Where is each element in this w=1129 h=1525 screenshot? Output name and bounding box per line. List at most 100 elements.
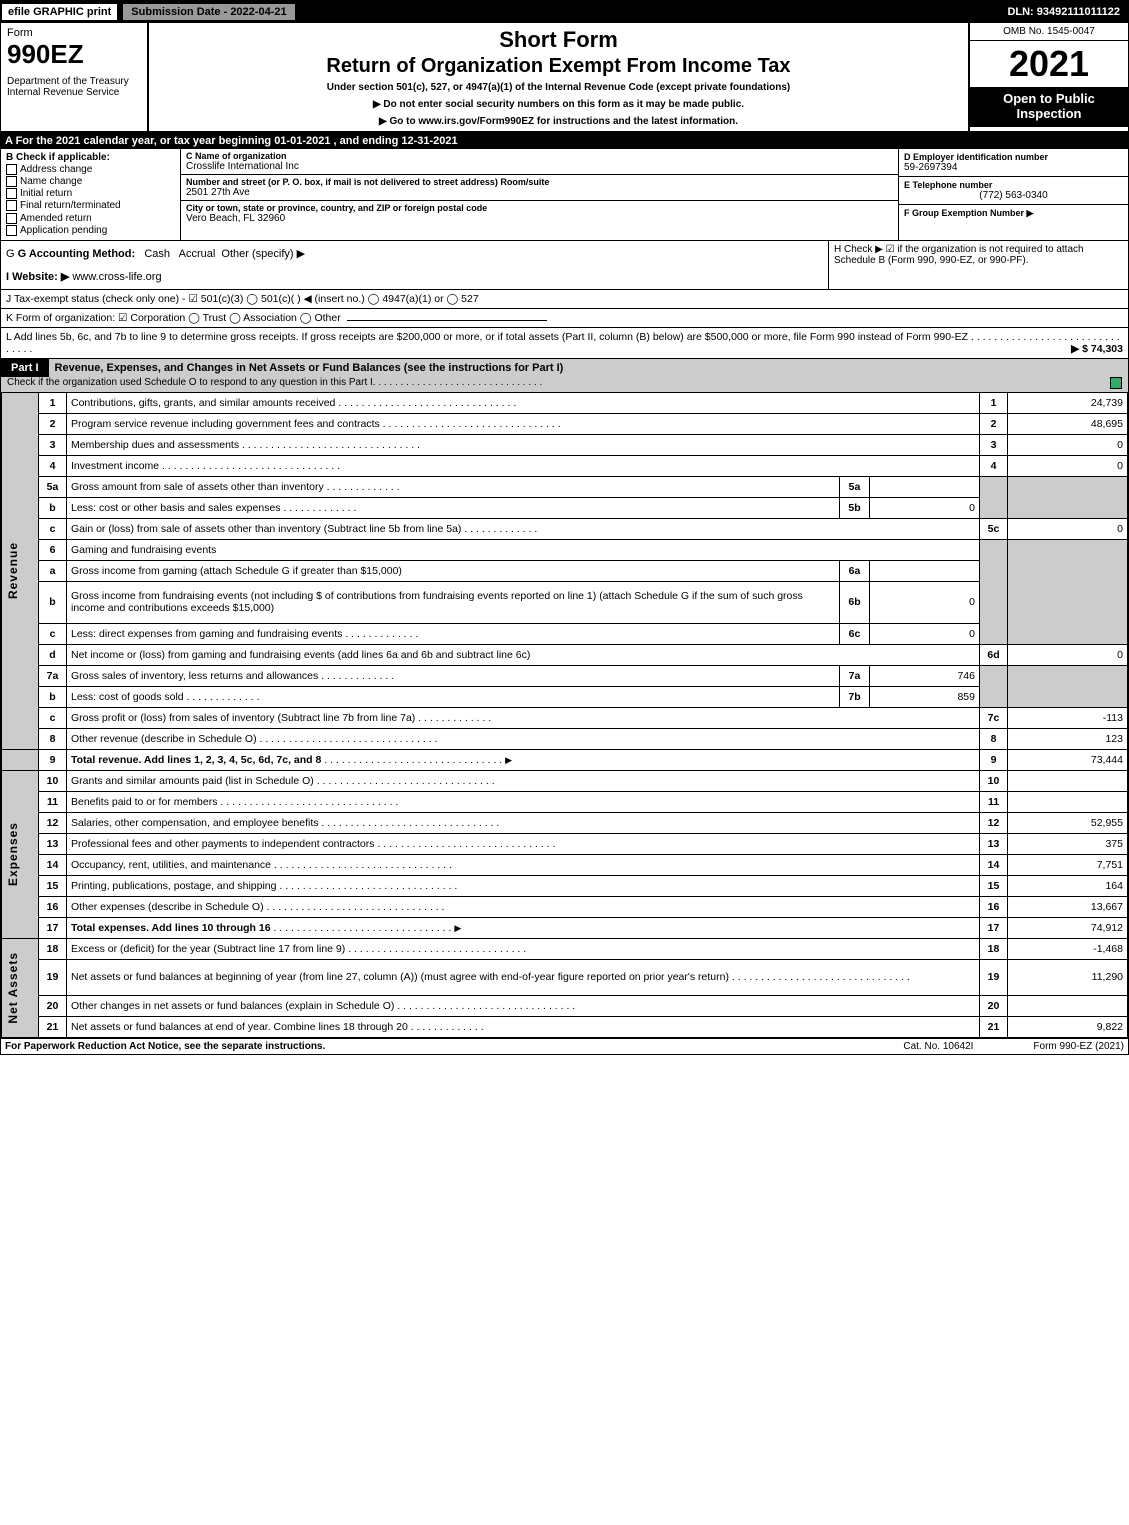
b-opt-initial[interactable]: Initial return (6, 188, 175, 199)
row-4-rnum: 4 (980, 455, 1008, 476)
row-14-rnum: 14 (980, 854, 1008, 875)
row-4-val: 0 (1008, 455, 1128, 476)
section-def: D Employer identification number 59-2697… (898, 149, 1128, 240)
section-b: B Check if applicable: Address change Na… (1, 149, 181, 240)
row-9-num: 9 (39, 749, 67, 770)
f-label: F Group Exemption Number ▶ (904, 208, 1123, 219)
netassets-side-label: Net Assets (2, 938, 39, 1037)
part-i-tab: Part I (1, 359, 49, 377)
part-i-sub-text: Check if the organization used Schedule … (7, 377, 373, 389)
header-left: Form 990EZ Department of the Treasury In… (1, 23, 149, 131)
form-number: 990EZ (7, 39, 141, 70)
row-14-num: 14 (39, 854, 67, 875)
arrow-icon (454, 922, 463, 934)
row-20-val (1008, 995, 1128, 1016)
row-1-desc: Contributions, gifts, grants, and simila… (67, 392, 980, 413)
row-2-desc: Program service revenue including govern… (67, 413, 980, 434)
g-accrual-label: Accrual (179, 248, 216, 260)
part-i-dots (373, 377, 542, 389)
section-j: J Tax-exempt status (check only one) - ☑… (1, 290, 1128, 309)
k-other-input[interactable] (347, 320, 547, 321)
b-opt-final-label: Final return/terminated (20, 201, 121, 212)
row-6-desc: Gaming and fundraising events (67, 539, 980, 560)
row-7b-sv: 859 (870, 686, 980, 707)
under-section: Under section 501(c), 527, or 4947(a)(1)… (157, 82, 960, 93)
row-7b-desc: Less: cost of goods sold (67, 686, 840, 707)
j-text: J Tax-exempt status (check only one) - ☑… (6, 293, 479, 305)
h-text: H Check ▶ ☑ if the organization is not r… (834, 244, 1084, 266)
row-13-desc: Professional fees and other payments to … (67, 833, 980, 854)
row-5b-desc: Less: cost or other basis and sales expe… (67, 497, 840, 518)
row-6c-sn: 6c (840, 623, 870, 644)
b-opt-address[interactable]: Address change (6, 164, 175, 175)
row-6b-desc: Gross income from fundraising events (no… (67, 581, 840, 623)
row-5c-rnum: 5c (980, 518, 1008, 539)
g-cash-label: Cash (144, 248, 170, 260)
row-2-val: 48,695 (1008, 413, 1128, 434)
row-7b-sn: 7b (840, 686, 870, 707)
row-6-rnum-gray (980, 539, 1008, 644)
b-label: B Check if applicable: (6, 152, 175, 163)
row-11-desc: Benefits paid to or for members (67, 791, 980, 812)
row-6d-rnum: 6d (980, 644, 1008, 665)
section-h: H Check ▶ ☑ if the organization is not r… (828, 241, 1128, 289)
row-8-desc: Other revenue (describe in Schedule O) (67, 728, 980, 749)
main-title: Return of Organization Exempt From Incom… (157, 55, 960, 78)
row-13-num: 13 (39, 833, 67, 854)
row-20-rnum: 20 (980, 995, 1008, 1016)
row-19-rnum: 19 (980, 959, 1008, 995)
b-opt-amended-label: Amended return (20, 213, 92, 224)
b-opt-amended[interactable]: Amended return (6, 213, 175, 224)
b-opt-final[interactable]: Final return/terminated (6, 200, 175, 211)
row-10-val (1008, 770, 1128, 791)
c-addr-label: Number and street (or P. O. box, if mail… (186, 177, 893, 187)
row-3-rnum: 3 (980, 434, 1008, 455)
b-opt-name[interactable]: Name change (6, 176, 175, 187)
expenses-side-label: Expenses (2, 770, 39, 938)
row-5a-sn: 5a (840, 476, 870, 497)
row-21-rnum: 21 (980, 1016, 1008, 1037)
b-opt-pending-label: Application pending (20, 225, 107, 236)
header-right: OMB No. 1545-0047 2021 Open to Public In… (968, 23, 1128, 131)
row-3-num: 3 (39, 434, 67, 455)
row-19-num: 19 (39, 959, 67, 995)
i-label: Website: ▶ (12, 271, 69, 283)
row-15-desc: Printing, publications, postage, and shi… (67, 875, 980, 896)
section-a: A For the 2021 calendar year, or tax yea… (1, 133, 1128, 149)
row-4-desc: Investment income (67, 455, 980, 476)
row-6-rval-gray (1008, 539, 1128, 644)
row-18-desc: Excess or (deficit) for the year (Subtra… (67, 938, 980, 959)
row-17-val: 74,912 (1008, 917, 1128, 938)
b-opt-name-label: Name change (20, 176, 82, 187)
e-label: E Telephone number (904, 180, 1123, 190)
efile-print-label[interactable]: efile GRAPHIC print (1, 3, 118, 21)
row-8-rnum: 8 (980, 728, 1008, 749)
revenue-side-label: Revenue (2, 392, 39, 749)
i-letter: I (6, 271, 9, 283)
row-18-rnum: 18 (980, 938, 1008, 959)
footer-left: For Paperwork Reduction Act Notice, see … (5, 1041, 325, 1052)
org-city: Vero Beach, FL 32960 (186, 213, 893, 224)
row-15-num: 15 (39, 875, 67, 896)
goto-link[interactable]: ▶ Go to www.irs.gov/Form990EZ for instru… (157, 116, 960, 127)
row-8-val: 123 (1008, 728, 1128, 749)
row-21-num: 21 (39, 1016, 67, 1037)
website-value[interactable]: www.cross-life.org (72, 271, 161, 283)
form-container: efile GRAPHIC print Submission Date - 20… (0, 0, 1129, 1055)
department-text: Department of the Treasury Internal Reve… (7, 76, 141, 98)
b-opt-pending[interactable]: Application pending (6, 225, 175, 236)
row-16-rnum: 16 (980, 896, 1008, 917)
tax-year: 2021 (970, 41, 1128, 87)
row-5a-desc: Gross amount from sale of assets other t… (67, 476, 840, 497)
row-5a-num: 5a (39, 476, 67, 497)
row-7ab-rval-gray (1008, 665, 1128, 707)
row-11-rnum: 11 (980, 791, 1008, 812)
part-i-checkbox[interactable] (1110, 377, 1122, 389)
row-6d-num: d (39, 644, 67, 665)
row-10-desc: Grants and similar amounts paid (list in… (67, 770, 980, 791)
header-mid: Short Form Return of Organization Exempt… (149, 23, 968, 131)
row-6c-num: c (39, 623, 67, 644)
section-c: C Name of organization Crosslife Interna… (181, 149, 898, 240)
row-21-val: 9,822 (1008, 1016, 1128, 1037)
row-11-num: 11 (39, 791, 67, 812)
